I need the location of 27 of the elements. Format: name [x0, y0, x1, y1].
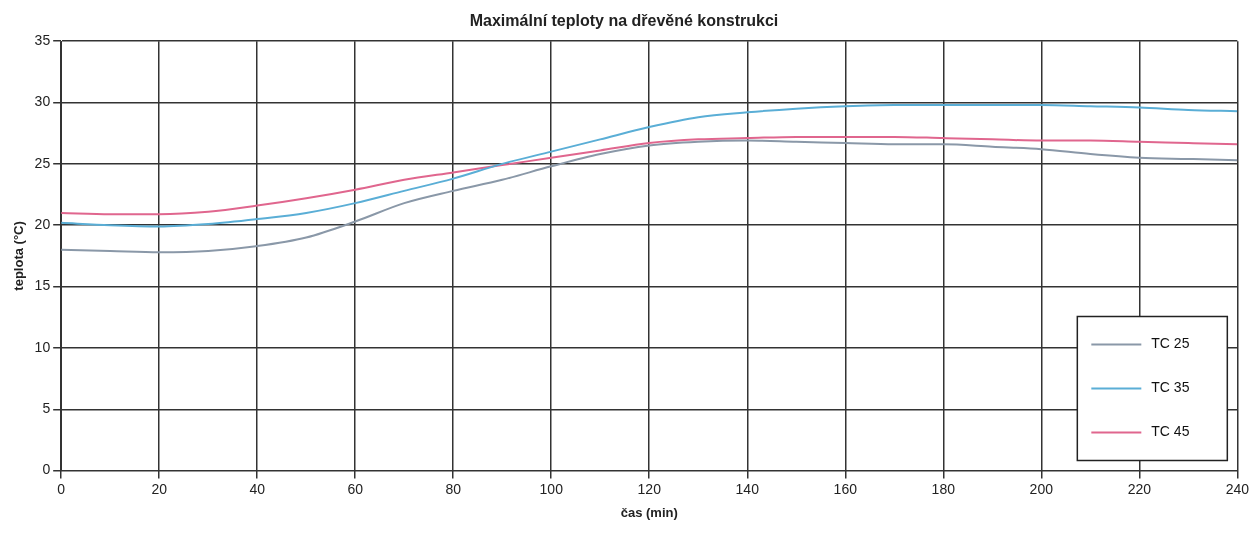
legend-label: TC 35	[1151, 379, 1190, 396]
x-tick-label: 20	[151, 480, 168, 497]
x-tick-label: 100	[539, 480, 564, 497]
y-tick-label: 30	[34, 93, 51, 110]
y-tick-label: 10	[34, 338, 51, 355]
x-tick-label: 200	[1029, 480, 1054, 497]
y-tick-label: 0	[42, 461, 51, 478]
x-tick-label: 120	[637, 480, 662, 497]
y-tick-label: 35	[34, 32, 51, 49]
x-tick-label: 160	[833, 480, 858, 497]
y-tick-label: 5	[42, 400, 51, 417]
y-axis-title: teplota (°C)	[11, 221, 27, 291]
legend-label: TC 25	[1151, 335, 1190, 352]
legend-label: TC 45	[1151, 423, 1190, 440]
x-tick-label: 140	[735, 480, 760, 497]
x-tick-label: 60	[347, 480, 364, 497]
x-tick-label: 0	[57, 480, 66, 497]
x-tick-label: 180	[931, 480, 956, 497]
x-tick-label: 240	[1225, 480, 1250, 497]
x-tick-label: 220	[1127, 480, 1152, 497]
chart-title: Maximální teploty na dřevěné konstrukci	[469, 12, 779, 30]
y-tick-label: 15	[34, 277, 51, 294]
y-tick-label: 25	[34, 154, 51, 171]
x-tick-label: 80	[445, 480, 462, 497]
x-tick-label: 40	[249, 480, 266, 497]
y-tick-label: 20	[34, 216, 51, 233]
x-axis-title: čas (min)	[620, 504, 678, 520]
